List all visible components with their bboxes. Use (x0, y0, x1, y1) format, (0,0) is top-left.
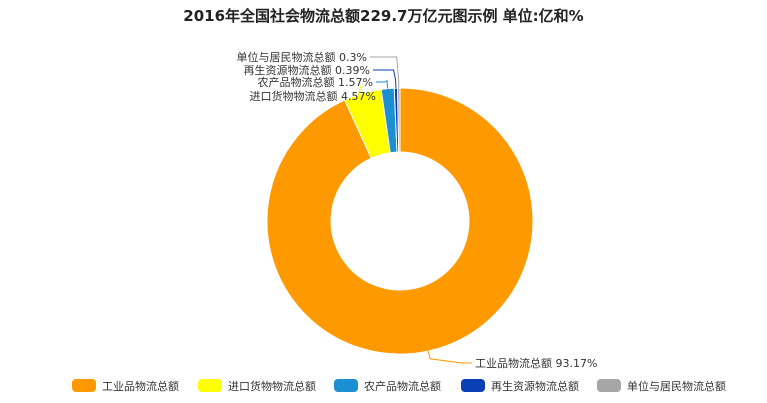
data-label: 进口货物物流总额 4.57% (250, 89, 376, 103)
pie-slice (396, 87, 401, 153)
data-label: 单位与居民物流总额 0.3% (237, 50, 367, 64)
legend-item[interactable]: 单位与居民物流总额 (597, 379, 726, 393)
data-label: 工业品物流总额 93.17% (475, 356, 597, 370)
leader-line (370, 56, 400, 89)
legend-label: 再生资源物流总额 (491, 379, 579, 393)
legend-label: 进口货物物流总额 (228, 379, 316, 393)
legend-swatch (597, 379, 621, 392)
leader-line (376, 79, 389, 89)
legend-label: 农产品物流总额 (364, 379, 441, 393)
legend-label: 工业品物流总额 (102, 379, 179, 393)
legend-swatch (461, 379, 485, 392)
pie-slice (266, 87, 534, 355)
legend-swatch (334, 379, 358, 392)
legend-swatch (72, 379, 96, 392)
legend-item[interactable]: 工业品物流总额 (72, 379, 179, 393)
data-label: 农产品物流总额 1.57% (258, 75, 373, 89)
legend-label: 单位与居民物流总额 (627, 379, 726, 393)
legend-item[interactable]: 农产品物流总额 (334, 379, 441, 393)
leader-line (357, 85, 379, 97)
legend-item[interactable]: 进口货物物流总额 (198, 379, 316, 393)
chart-title: 2016年全国社会物流总额229.7万亿元图示例 单位:亿和% (183, 7, 584, 25)
data-label: 再生资源物流总额 0.39% (244, 63, 370, 77)
leader-line (427, 350, 472, 364)
legend-item[interactable]: 再生资源物流总额 (461, 379, 579, 393)
legend-swatch (198, 379, 222, 392)
leader-line (373, 69, 397, 89)
